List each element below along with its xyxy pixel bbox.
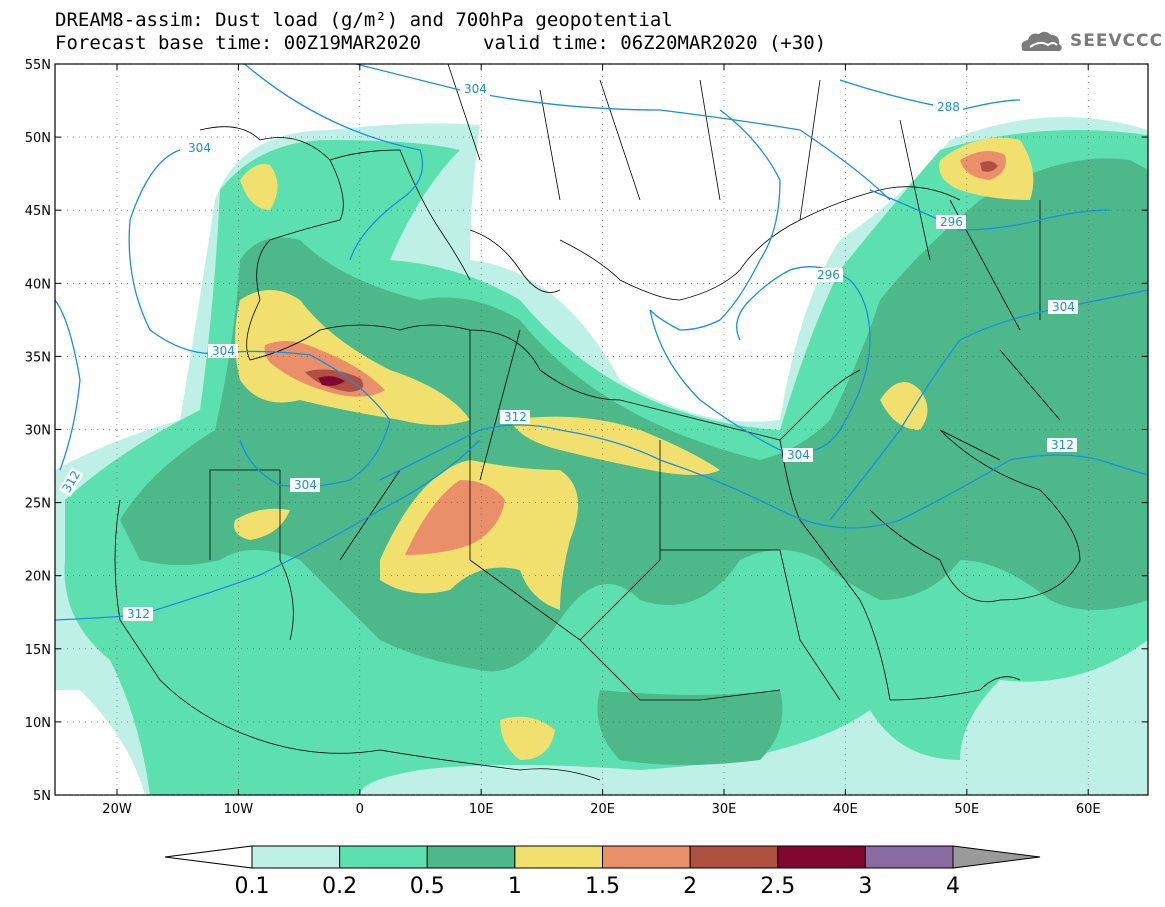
longitude-label: 30E [712,802,737,817]
map-title: DREAM8-assim: Dust load (g/m²) and 700hP… [55,9,673,31]
dust-area-1c [510,416,720,475]
latitude-label: 15N [25,643,51,658]
geopotential-contours [55,64,1148,621]
dust-area-1g [234,508,290,540]
colorbar-under-arrow [164,845,253,869]
latitude-label: 10N [25,716,51,731]
contour-labels: 304 288 304 296 296 304 312 304 312 304 … [58,82,1078,621]
longitude-label: 0 [356,802,364,817]
latitude-label: 45N [25,204,51,219]
dust-area-1e [880,382,928,430]
colorbar-swatch [777,845,866,869]
graticule [55,63,1148,796]
valid-time: valid time: 06Z20MAR2020 (+30) [483,32,827,54]
contour-label: 304 [464,82,487,96]
colorbar-swatch [514,845,603,869]
longitude-labels: 20W 10W 0 10E 20E 30E 40E 50E 60E [102,802,1100,817]
colorbar-swatch [339,845,428,869]
axis-ticks [55,63,1148,796]
dust-area-1.5b [405,480,505,555]
longitude-label: 60E [1076,802,1101,817]
logo-text: SEEVCCC [1070,31,1164,51]
latitude-label: 20N [25,570,51,585]
longitude-label: 10W [224,802,254,817]
colorbar-swatch [689,845,779,869]
longitude-label: 50E [954,802,979,817]
contour-label: 312 [127,607,150,621]
dust-area-1 [235,290,470,425]
colorbar: 0.1 0.2 0.5 1 1.5 2 2.5 3 4 [164,845,1041,899]
longitude-label: 20W [102,802,132,817]
contour-label: 304 [188,141,211,155]
colorbar-tick-label: 0.1 [235,874,270,899]
colorbar-tick-label: 1 [508,874,522,899]
dust-area-1f [500,716,555,760]
contour-label: 304 [294,478,317,492]
colorbar-tick-label: 2.5 [760,874,795,899]
colorbar-tick-label: 2 [683,874,697,899]
colorbar-tick-label: 3 [858,874,872,899]
contour-label: 312 [504,410,527,424]
forecast-base-time: Forecast base time: 00Z19MAR2020 [55,32,422,54]
latitude-label: 25N [25,497,51,512]
colorbar-swatch [426,845,516,869]
contour-label: 304 [212,344,235,358]
longitude-label: 10E [469,802,494,817]
contour-label: 312 [1051,438,1074,452]
colorbar-tick-label: 0.2 [322,874,357,899]
dust-area-2b [980,161,998,172]
map-subtitle: Forecast base time: 00Z19MAR2020 valid ti… [55,32,826,54]
contour-label: 304 [1052,300,1075,314]
colorbar-tick-label: 4 [946,874,960,899]
latitude-label: 5N [33,789,51,804]
contour-label: 296 [940,215,963,229]
dust-area-1h [240,164,278,210]
colorbar-over-arrow [952,845,1041,869]
latitude-label: 30N [25,424,51,439]
map-field: 304 288 304 296 296 304 312 304 312 304 … [55,64,1148,795]
colorbar-tick-label: 1.5 [585,874,620,899]
colorbar-tick-label: 0.5 [410,874,445,899]
latitude-label: 50N [25,131,51,146]
contour-label: 304 [787,448,810,462]
longitude-label: 20E [590,802,615,817]
colorbar-swatch [602,845,691,869]
latitude-label: 40N [25,277,51,292]
colorbar-swatch [864,845,954,869]
dust-area-2.5 [318,376,345,386]
contour-label: 296 [817,268,840,282]
latitude-label: 55N [25,58,51,73]
contour-label: 288 [937,100,960,114]
longitude-label: 40E [833,802,858,817]
latitude-label: 35N [25,350,51,365]
coastlines [114,64,1081,781]
colorbar-swatch [251,845,341,869]
seevccc-logo-icon [1021,31,1062,51]
latitude-labels: 55N 50N 45N 40N 35N 30N 25N 20N 15N 10N 5N [25,58,51,804]
